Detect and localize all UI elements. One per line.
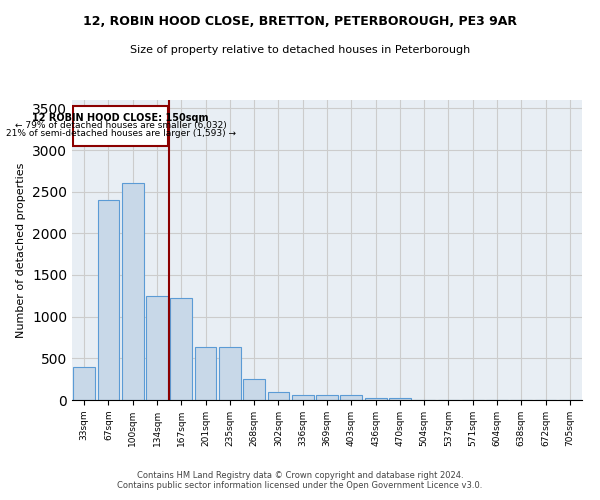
Bar (340, 395, 362, 400)
Bar (194, 346, 217, 400)
Bar (73, 366, 95, 400)
Y-axis label: Number of detached properties: Number of detached properties (16, 162, 26, 338)
Bar (389, 398, 411, 400)
Text: Contains HM Land Registry data © Crown copyright and database right 2024.
Contai: Contains HM Land Registry data © Crown c… (118, 470, 482, 490)
Bar (170, 298, 192, 400)
Text: ← 79% of detached houses are smaller (6,032): ← 79% of detached houses are smaller (6,… (14, 121, 226, 130)
Text: Size of property relative to detached houses in Peterborough: Size of property relative to detached ho… (130, 45, 470, 55)
FancyBboxPatch shape (73, 106, 168, 146)
Bar (97, 200, 119, 400)
Bar (219, 346, 241, 400)
Text: 12, ROBIN HOOD CLOSE, BRETTON, PETERBOROUGH, PE3 9AR: 12, ROBIN HOOD CLOSE, BRETTON, PETERBORO… (83, 15, 517, 28)
Text: 21% of semi-detached houses are larger (1,593) →: 21% of semi-detached houses are larger (… (5, 129, 236, 138)
Bar (268, 392, 289, 400)
Bar (243, 379, 265, 400)
Text: 12 ROBIN HOOD CLOSE: 150sqm: 12 ROBIN HOOD CLOSE: 150sqm (32, 114, 209, 124)
Bar (292, 395, 314, 400)
Bar (122, 184, 143, 400)
Bar (146, 296, 168, 400)
Bar (365, 398, 386, 400)
Bar (316, 395, 338, 400)
